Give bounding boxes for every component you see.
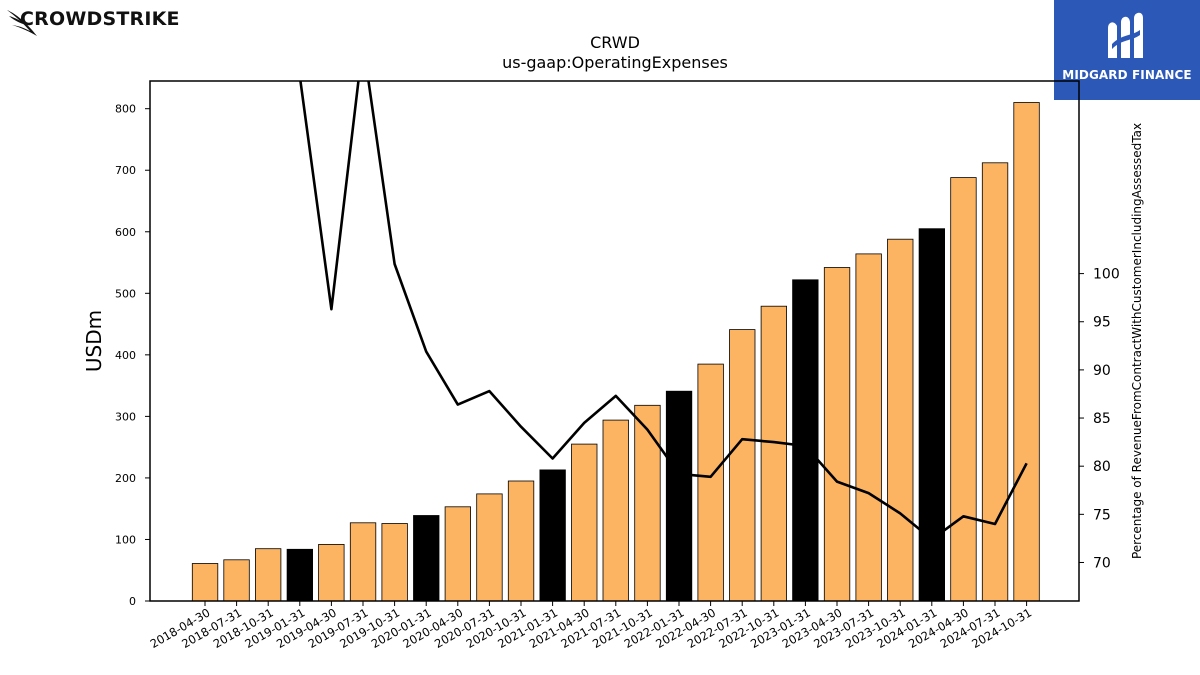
- y-tick-label: 400: [115, 349, 136, 362]
- midgard-emblem-icon: [1108, 12, 1143, 59]
- bar-2022-01-31: [665, 390, 693, 602]
- y2-tick-label: 90: [1093, 363, 1111, 379]
- y2-tick-label: 85: [1093, 411, 1111, 427]
- y2-tick-label: 70: [1093, 555, 1111, 571]
- bar-2024-10-31: [1013, 102, 1040, 602]
- bar-2023-10-31: [887, 238, 914, 602]
- bar-2021-04-30: [571, 443, 598, 602]
- x-axis: 2018-04-302018-07-312018-10-312019-01-31…: [148, 601, 1034, 651]
- bar-2022-10-31: [760, 305, 787, 602]
- y-tick-label: 800: [115, 103, 136, 116]
- y2-tick-label: 100: [1093, 267, 1120, 283]
- bar-series: [191, 102, 1040, 602]
- y2-tick-label: 80: [1093, 459, 1111, 475]
- y-tick-label: 200: [115, 472, 136, 485]
- bar-2019-07-31: [349, 522, 377, 602]
- bar-2022-04-30: [697, 363, 724, 602]
- y-axis-label: USDm: [82, 310, 106, 372]
- bar-2019-10-31: [381, 523, 408, 602]
- line-series: [299, 81, 1028, 541]
- y-axis-left: 0 100 200 300 400 500 600 700 800: [115, 103, 150, 608]
- bar-2018-07-31: [223, 559, 250, 602]
- bar-2021-01-31: [539, 469, 566, 602]
- y-axis-right: 70 75 80 85 90 95 100: [1079, 267, 1120, 571]
- bar-2023-04-30: [823, 267, 851, 602]
- chart-title: CRWD: [590, 33, 640, 52]
- bar-2020-04-30: [444, 506, 472, 602]
- y-tick-label: 300: [115, 410, 136, 423]
- bar-2024-07-31: [981, 162, 1009, 602]
- y-tick-label: 500: [115, 287, 136, 300]
- midgard-wordmark: MIDGARD FINANCE: [1062, 68, 1192, 82]
- bar-2020-01-31: [413, 515, 440, 602]
- bar-2024-01-31: [918, 228, 945, 602]
- bar-2022-07-31: [729, 329, 756, 602]
- bar-2018-04-30: [191, 563, 219, 602]
- y-tick-label: 100: [115, 533, 136, 546]
- y-tick-label: 700: [115, 164, 136, 177]
- chart-subtitle: us-gaap:OperatingExpenses: [502, 53, 728, 72]
- y-tick-label: 0: [129, 595, 136, 608]
- bar-2023-07-31: [855, 253, 882, 602]
- crowdstrike-wordmark: CROWDSTRIKE: [20, 8, 180, 30]
- bar-2019-04-30: [318, 544, 345, 602]
- bar-2020-10-31: [507, 480, 535, 602]
- y-tick-label: 600: [115, 226, 136, 239]
- line-percentage-of-revenue: [299, 81, 1028, 541]
- bar-2023-01-31: [792, 279, 819, 602]
- falcon-icon: [7, 10, 37, 36]
- crowdstrike-logo: CROWDSTRIKE: [6, 4, 180, 40]
- plot-frame: [149, 80, 1080, 602]
- bar-2019-01-31: [286, 548, 314, 602]
- bar-2020-07-31: [476, 493, 503, 602]
- y2-tick-label: 95: [1093, 315, 1111, 331]
- bar-2021-10-31: [634, 404, 661, 602]
- bar-2018-10-31: [254, 548, 282, 602]
- y2-axis-label: Percentage of RevenueFromContractWithCus…: [1130, 123, 1144, 559]
- bar-2021-07-31: [602, 419, 629, 602]
- y2-tick-label: 75: [1093, 507, 1111, 523]
- bar-2024-04-30: [950, 177, 977, 602]
